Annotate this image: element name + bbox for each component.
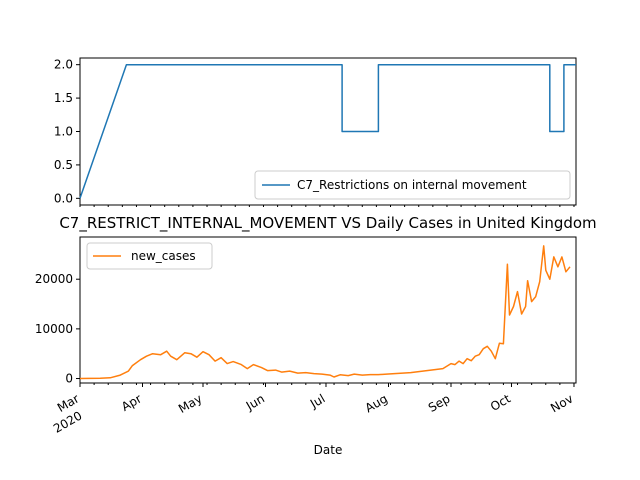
x-tick-label: Aug <box>363 391 390 415</box>
chart-title: C7_RESTRICT_INTERNAL_MOVEMENT VS Daily C… <box>59 214 596 233</box>
top-series <box>79 63 576 199</box>
x-tick-label: May <box>176 391 204 416</box>
y-tick-label: 2.0 <box>54 58 73 72</box>
top-legend-box <box>254 170 571 200</box>
bottom-y-ticks: 0 10000 20000 <box>35 272 80 386</box>
y-tick-label: 1.0 <box>54 125 73 139</box>
top-y-ticks: 0.0 0.5 1.0 1.5 2.0 <box>54 58 80 205</box>
x-tick-label: Oct <box>488 391 513 414</box>
y-tick-label: 1.5 <box>54 91 73 105</box>
bottom-panel: C7_RESTRICT_INTERNAL_MOVEMENT VS Daily C… <box>35 214 597 457</box>
top-legend-label: C7_Restrictions on internal movement <box>297 178 527 192</box>
bottom-legend-label: new_cases <box>131 249 196 263</box>
y-tick-label: 10000 <box>35 322 73 336</box>
x-tick-label: Nov <box>548 391 575 415</box>
y-tick-label: 0 <box>65 372 73 386</box>
x-tick-label: Sep <box>426 391 453 414</box>
x-tick-label: Jul <box>307 391 327 411</box>
top-panel: 0.0 0.5 1.0 1.5 2.0 C7_Restrictions on inter… <box>54 57 577 207</box>
bottom-series <box>79 245 571 380</box>
x-tick-label: Jun <box>243 391 267 413</box>
y-tick-label: 0.0 <box>54 191 73 205</box>
top-legend: C7_Restrictions on internal movement <box>254 170 571 200</box>
y-tick-label: 20000 <box>35 272 73 286</box>
x-year-label: 2020 <box>51 408 84 435</box>
bottom-legend-box <box>86 242 213 270</box>
bottom-legend: new_cases <box>86 242 213 270</box>
series-line-restrictions <box>79 63 576 199</box>
x-tick-label: Apr <box>119 391 144 414</box>
top-x-minor-ticks <box>79 205 575 207</box>
bottom-axes-frame <box>79 236 577 384</box>
y-tick-label: 0.5 <box>54 158 73 172</box>
series-line-new-cases <box>79 245 571 380</box>
x-axis-label: Date <box>314 443 343 457</box>
